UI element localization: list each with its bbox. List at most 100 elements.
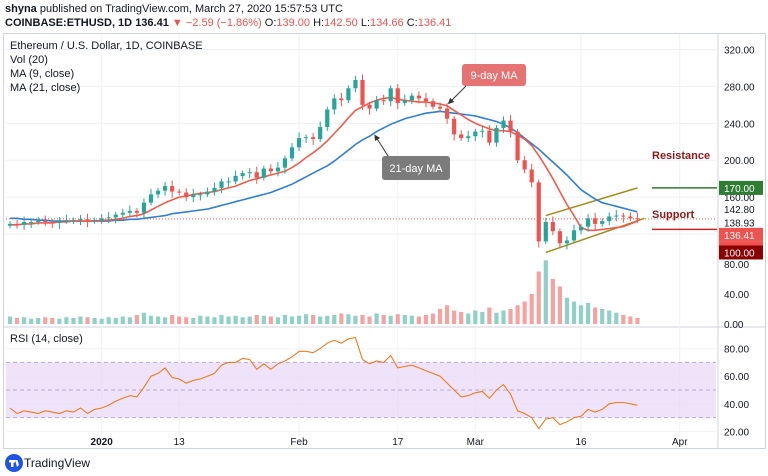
support-price-label-bg [719, 245, 763, 260]
volume-bar [71, 318, 76, 324]
volume-tick-label: 40.00 [724, 290, 749, 301]
volume-bar [332, 315, 337, 324]
candle-body [564, 240, 570, 244]
volume-bar [134, 315, 139, 324]
volume-bar [177, 316, 182, 324]
candle-body [501, 120, 506, 128]
candle-body [600, 221, 605, 224]
candle-body [536, 182, 541, 242]
volume-bar [7, 316, 13, 324]
last-price-label-bg [719, 227, 763, 242]
candle-body [50, 222, 55, 224]
author-name[interactable]: shyna [5, 3, 37, 15]
candle-body [205, 191, 210, 195]
volume-bar [536, 271, 541, 324]
candle-body [233, 175, 238, 182]
volume-bar [564, 297, 570, 324]
volume-bar [261, 315, 266, 324]
volume-bar [282, 315, 288, 324]
price-axis[interactable]: 320.00280.00240.00200.00160.00120.0080.0… [717, 34, 763, 448]
ohlc-line: COINBASE:ETHUSD, 1D 136.41 ▼ −2.59 (−1.8… [5, 17, 451, 29]
candle-body [466, 136, 471, 139]
candle-body [85, 219, 90, 222]
price-tick-label: 240.00 [724, 119, 755, 130]
candle-body [311, 137, 316, 140]
candle-body [254, 172, 259, 178]
candle-body [184, 192, 189, 198]
volume-bar [226, 316, 231, 324]
volume-bar [445, 305, 450, 324]
candle-body [621, 215, 626, 217]
candle-body [332, 98, 337, 110]
candle-body [155, 190, 161, 195]
candle-body [240, 173, 245, 176]
candle-body [353, 79, 358, 89]
candle-body [275, 167, 280, 172]
volume-bar [289, 316, 295, 324]
support-label: Support [652, 209, 694, 221]
symbol-label: COINBASE:ETHUSD, 1D [5, 17, 133, 29]
ma21-annotation-box [382, 156, 450, 180]
candle-body [14, 223, 20, 225]
ma21-annotation-arrow [374, 134, 389, 157]
candle-body [177, 191, 182, 193]
time-tick-label: 13 [174, 437, 186, 448]
time-tick-label: 17 [392, 437, 404, 448]
volume-bar [494, 312, 499, 324]
volume-bar [515, 305, 520, 324]
volume-bar [409, 315, 414, 324]
brand-name[interactable]: TradingView [24, 456, 91, 470]
rsi-legend: RSI (14, close) [10, 333, 83, 345]
volume-tick-label: 80.00 [724, 260, 749, 271]
volume-bar [311, 315, 316, 324]
candle-body [586, 218, 591, 227]
volume-bar [43, 317, 48, 324]
candle-body [430, 101, 436, 107]
volume-bar [64, 317, 69, 324]
candle-body [367, 104, 372, 109]
volume-bar [106, 317, 111, 324]
chart-canvas[interactable]: 320.00280.00240.00200.00160.00120.0080.0… [4, 34, 765, 448]
volume-bar [184, 317, 189, 324]
ma-price-label-bg [719, 201, 763, 216]
candle-body [550, 222, 555, 232]
chart-title: Ethereum / U.S. Dollar, 1D, COINBASE [10, 40, 203, 52]
tradingview-logo-icon[interactable] [4, 453, 24, 473]
volume-bar [29, 318, 34, 324]
price-tick-label: 160.00 [724, 193, 755, 204]
resistance-label: Resistance [652, 150, 710, 162]
candle-body [191, 194, 196, 198]
candle-body [628, 216, 633, 219]
candle-body [437, 106, 443, 109]
candle-body [134, 210, 139, 213]
candle-body [106, 217, 111, 219]
time-axis[interactable]: 2020 13 Feb 17 Mar 16 Apr [91, 437, 689, 448]
volume-bar [466, 313, 471, 324]
candle-body [261, 168, 266, 178]
close-label: C: [406, 17, 418, 29]
ma9-annotation-arrow [447, 85, 467, 105]
time-tick-label: Apr [672, 437, 688, 448]
volume-series [7, 260, 640, 324]
ma9-annotation-box [462, 64, 526, 86]
candle-body [487, 130, 492, 143]
candle-body [29, 222, 34, 224]
ma9-annotation-text: 9-day MA [470, 70, 518, 82]
candle-body [459, 134, 464, 139]
volume-bar [452, 310, 457, 324]
volume-bar [198, 315, 203, 324]
volume-bar [543, 260, 548, 324]
annotations: 9-day MA 21-day MA Resistance Support [374, 64, 717, 231]
volume-bar [571, 301, 577, 324]
low-value: 134.66 [370, 17, 404, 29]
candle-body [339, 98, 344, 101]
volume-bar [529, 294, 534, 324]
open-label: O: [264, 17, 277, 29]
price-change: −2.59 (−1.86%) [185, 17, 262, 29]
candle-body [543, 222, 548, 242]
candle-body [113, 214, 118, 218]
chart-frame[interactable]: 320.00280.00240.00200.00160.00120.0080.0… [3, 33, 766, 449]
candle-body [163, 186, 168, 191]
candle-body [36, 221, 41, 223]
volume-bar [360, 315, 365, 324]
